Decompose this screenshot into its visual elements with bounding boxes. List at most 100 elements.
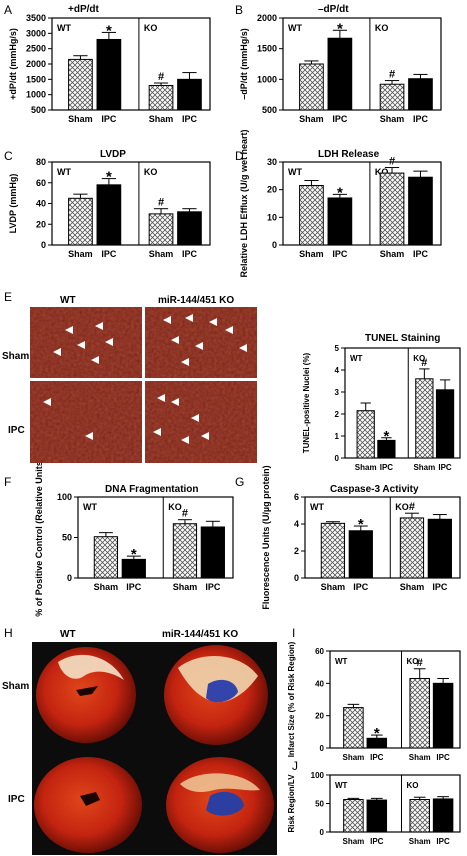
y-tick-label: 0 bbox=[320, 744, 325, 753]
x-tick-label: Sham bbox=[299, 114, 324, 124]
x-tick-label: IPC bbox=[432, 582, 448, 592]
panel-letter-d: D bbox=[235, 149, 244, 163]
bar bbox=[348, 530, 373, 579]
bar bbox=[177, 78, 202, 111]
chart-title: TUNEL Staining bbox=[365, 333, 440, 344]
x-tick-label: Sham bbox=[173, 582, 198, 592]
tunel-arrow bbox=[91, 356, 99, 364]
y-tick-label: 100 bbox=[57, 492, 72, 502]
tunel-arrow bbox=[85, 432, 93, 440]
y-tick-label: 1500 bbox=[26, 74, 46, 84]
chart-dna-fragmentation: DNA Fragmentation % of Positive Control (… bbox=[34, 458, 234, 617]
heart-slice-ko-ipc bbox=[166, 757, 274, 853]
significance-hash: # bbox=[409, 501, 415, 513]
tunel-arrow bbox=[157, 394, 165, 402]
y-axis-label: Relative LDH Efflux (U/g wet heart) bbox=[239, 129, 249, 277]
x-tick-label: Sham bbox=[343, 837, 365, 846]
significance-star: * bbox=[374, 725, 380, 742]
significance-star: * bbox=[131, 546, 137, 563]
bar bbox=[432, 682, 454, 749]
y-tick-label: 3500 bbox=[26, 13, 46, 23]
micrograph-texture bbox=[30, 307, 142, 378]
chart-title: Caspase-3 Activity bbox=[330, 484, 419, 495]
bar bbox=[379, 172, 405, 246]
tunel-arrow bbox=[43, 398, 51, 406]
x-tick-label: IPC bbox=[101, 114, 117, 124]
significance-star: * bbox=[106, 22, 112, 39]
bar bbox=[408, 176, 433, 246]
x-tick-label: IPC bbox=[332, 114, 348, 124]
group-label-ko: KO bbox=[413, 354, 425, 363]
heart-slice-panel: WT miR-144/451 KO Sham IPC bbox=[2, 629, 277, 855]
bar bbox=[343, 799, 364, 833]
y-tick-label: 3000 bbox=[26, 28, 46, 38]
micrograph-panel: WT miR-144/451 KO Sham IPC bbox=[2, 295, 257, 463]
x-tick-label: Sham bbox=[343, 753, 365, 762]
plot-frame bbox=[282, 17, 442, 111]
bar bbox=[366, 799, 388, 833]
significance-star: * bbox=[106, 169, 112, 186]
y-tick-label: 30 bbox=[267, 157, 277, 167]
plot-frame bbox=[304, 496, 461, 579]
micrograph-texture bbox=[145, 381, 257, 463]
tunel-arrows bbox=[43, 314, 247, 444]
y-tick-label: 500 bbox=[262, 105, 277, 115]
heart-col-label-ko: miR-144/451 KO bbox=[162, 629, 238, 640]
y-tick-label: 1000 bbox=[26, 90, 46, 100]
x-tick-label: IPC bbox=[413, 249, 429, 259]
y-tick-label: 20 bbox=[36, 219, 46, 229]
y-tick-label: 0 bbox=[335, 454, 340, 463]
tunel-arrow bbox=[181, 436, 189, 444]
tunel-arrow bbox=[77, 341, 85, 349]
group-label-wt: WT bbox=[288, 167, 302, 177]
micro-row-label-ipc: IPC bbox=[8, 425, 25, 436]
bar bbox=[432, 798, 454, 833]
x-tick-label: IPC bbox=[413, 114, 429, 124]
group-label-wt: WT bbox=[288, 23, 302, 33]
heart-row-label-ipc: IPC bbox=[8, 794, 25, 805]
x-tick-label: Sham bbox=[355, 463, 377, 472]
bar bbox=[327, 197, 353, 246]
tunel-arrow bbox=[105, 338, 113, 346]
plot-frame bbox=[329, 650, 461, 749]
x-tick-label: IPC bbox=[126, 582, 142, 592]
x-tick-label: IPC bbox=[370, 837, 384, 846]
group-label-ko: KO bbox=[375, 167, 389, 177]
y-axis-label: LVDP (mmHg) bbox=[8, 174, 18, 234]
bar bbox=[200, 526, 225, 579]
plot-frame bbox=[344, 347, 461, 459]
tunel-arrow bbox=[171, 336, 179, 344]
bar bbox=[399, 517, 425, 579]
tunel-arrow bbox=[153, 428, 161, 436]
panel-letter-i: I bbox=[292, 626, 295, 640]
group-label-ko: KO bbox=[375, 23, 389, 33]
x-tick-label: IPC bbox=[438, 463, 452, 472]
tunel-arrow bbox=[65, 326, 73, 334]
bar bbox=[93, 536, 119, 579]
significance-hash: # bbox=[417, 657, 423, 669]
chart-title: DNA Fragmentation bbox=[105, 484, 199, 495]
tunel-arrow bbox=[239, 344, 247, 352]
group-label-wt: WT bbox=[310, 502, 324, 512]
panel-letter-b: B bbox=[235, 3, 243, 17]
y-tick-label: 50 bbox=[315, 800, 324, 809]
y-axis-label: Fluorescence Units (U/µg protein) bbox=[261, 465, 271, 609]
bar bbox=[379, 83, 405, 111]
group-label-wt: WT bbox=[57, 167, 71, 177]
chart-title: –dP/dt bbox=[318, 4, 349, 15]
group-label-ko: KO bbox=[168, 502, 182, 512]
chart-infarct-size: Infarct Size (% of Risk Region) 0 20 40 60 WT… bbox=[287, 641, 461, 762]
bar bbox=[409, 677, 430, 749]
y-tick-label: 0 bbox=[67, 573, 72, 583]
y-tick-label: 50 bbox=[62, 533, 72, 543]
bar bbox=[343, 707, 364, 749]
x-tick-label: Sham bbox=[413, 463, 435, 472]
y-axis-label: +dP/dt (mmHg/s) bbox=[8, 28, 18, 100]
group-label-wt: WT bbox=[350, 354, 363, 363]
tunel-arrow bbox=[185, 314, 193, 322]
significance-hash: # bbox=[158, 71, 164, 83]
heart-row-label-sham: Sham bbox=[2, 681, 29, 692]
panel-letter-c: C bbox=[4, 149, 13, 163]
significance-hash: # bbox=[389, 156, 395, 168]
panel-letter-j: J bbox=[292, 759, 298, 773]
